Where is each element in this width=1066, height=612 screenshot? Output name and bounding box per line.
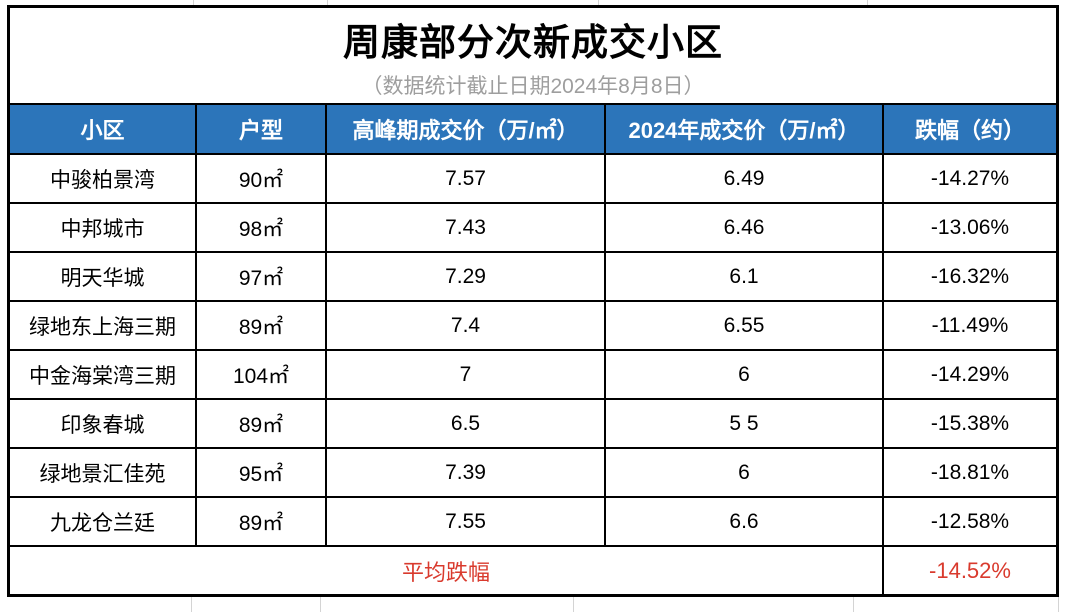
cell-community: 中金海棠湾三期	[10, 351, 195, 398]
cell-2024-price: 6	[606, 449, 882, 496]
table-row: 中骏柏景湾 90㎡ 7.57 6.49 -14.27%	[10, 155, 1056, 202]
cell-peak-price: 7.43	[327, 204, 604, 251]
header-drop: 跌幅（约）	[884, 105, 1056, 153]
cell-unit-size: 95㎡	[197, 449, 325, 496]
cell-drop: -12.58%	[884, 498, 1056, 545]
cell-2024-price: 6.46	[606, 204, 882, 251]
cell-unit-size: 104㎡	[197, 351, 325, 398]
table-row: 中邦城市 98㎡ 7.43 6.46 -13.06%	[10, 204, 1056, 251]
sheet-gridline	[1058, 597, 1059, 612]
cell-2024-price: 6.55	[606, 302, 882, 349]
cell-unit-size: 89㎡	[197, 498, 325, 545]
cell-2024-price: 6.1	[606, 253, 882, 300]
cell-unit-size: 89㎡	[197, 400, 325, 447]
cell-2024-price: 6	[606, 351, 882, 398]
table-subtitle: （数据统计截止日期2024年8月8日）	[361, 74, 705, 98]
header-row: 小区 户型 高峰期成交价（万/㎡） 2024年成交价（万/㎡） 跌幅（约）	[10, 105, 1056, 153]
cell-drop: -15.38%	[884, 400, 1056, 447]
table-row: 绿地景汇佳苑 95㎡ 7.39 6 -18.81%	[10, 449, 1056, 496]
cell-community: 明天华城	[10, 253, 195, 300]
price-table: 周康部分次新成交小区 （数据统计截止日期2024年8月8日） 小区 户型 高峰期…	[7, 5, 1059, 597]
table-row: 九龙仓兰廷 89㎡ 7.55 6.6 -12.58%	[10, 498, 1056, 545]
cell-community: 印象春城	[10, 400, 195, 447]
title-block: 周康部分次新成交小区 （数据统计截止日期2024年8月8日）	[10, 8, 1056, 103]
table-row: 印象春城 89㎡ 6.5 5 5 -15.38%	[10, 400, 1056, 447]
cell-unit-size: 98㎡	[197, 204, 325, 251]
sheet-gridline	[191, 597, 192, 612]
header-unit-size: 户型	[197, 105, 325, 153]
cell-drop: -14.29%	[884, 351, 1056, 398]
header-peak-price: 高峰期成交价（万/㎡）	[327, 105, 604, 153]
cell-peak-price: 7.55	[327, 498, 604, 545]
cell-peak-price: 7	[327, 351, 604, 398]
average-drop-label: 平均跌幅	[10, 547, 882, 594]
table-row: 绿地东上海三期 89㎡ 7.4 6.55 -11.49%	[10, 302, 1056, 349]
table-row: 中金海棠湾三期 104㎡ 7 6 -14.29%	[10, 351, 1056, 398]
table-row: 明天华城 97㎡ 7.29 6.1 -16.32%	[10, 253, 1056, 300]
footer-row: 平均跌幅 -14.52%	[10, 547, 1056, 594]
cell-community: 中邦城市	[10, 204, 195, 251]
cell-drop: -18.81%	[884, 449, 1056, 496]
sheet-gridlines-bottom	[0, 597, 1066, 612]
cell-peak-price: 7.4	[327, 302, 604, 349]
cell-community: 绿地东上海三期	[10, 302, 195, 349]
cell-community: 九龙仓兰廷	[10, 498, 195, 545]
cell-drop: -11.49%	[884, 302, 1056, 349]
cell-peak-price: 6.5	[327, 400, 604, 447]
sheet-gridline	[853, 597, 854, 612]
cell-unit-size: 89㎡	[197, 302, 325, 349]
cell-2024-price: 5 5	[606, 400, 882, 447]
cell-drop: -13.06%	[884, 204, 1056, 251]
average-drop-value: -14.52%	[884, 547, 1056, 594]
cell-unit-size: 90㎡	[197, 155, 325, 202]
cell-drop: -14.27%	[884, 155, 1056, 202]
header-2024-price: 2024年成交价（万/㎡）	[606, 105, 882, 153]
cell-community: 绿地景汇佳苑	[10, 449, 195, 496]
table-title: 周康部分次新成交小区	[343, 21, 723, 63]
cell-peak-price: 7.39	[327, 449, 604, 496]
cell-drop: -16.32%	[884, 253, 1056, 300]
cell-2024-price: 6.49	[606, 155, 882, 202]
cell-unit-size: 97㎡	[197, 253, 325, 300]
sheet-gridline	[573, 597, 574, 612]
cell-community: 中骏柏景湾	[10, 155, 195, 202]
header-community: 小区	[10, 105, 195, 153]
sheet-gridline	[320, 597, 321, 612]
cell-2024-price: 6.6	[606, 498, 882, 545]
cell-peak-price: 7.29	[327, 253, 604, 300]
cell-peak-price: 7.57	[327, 155, 604, 202]
